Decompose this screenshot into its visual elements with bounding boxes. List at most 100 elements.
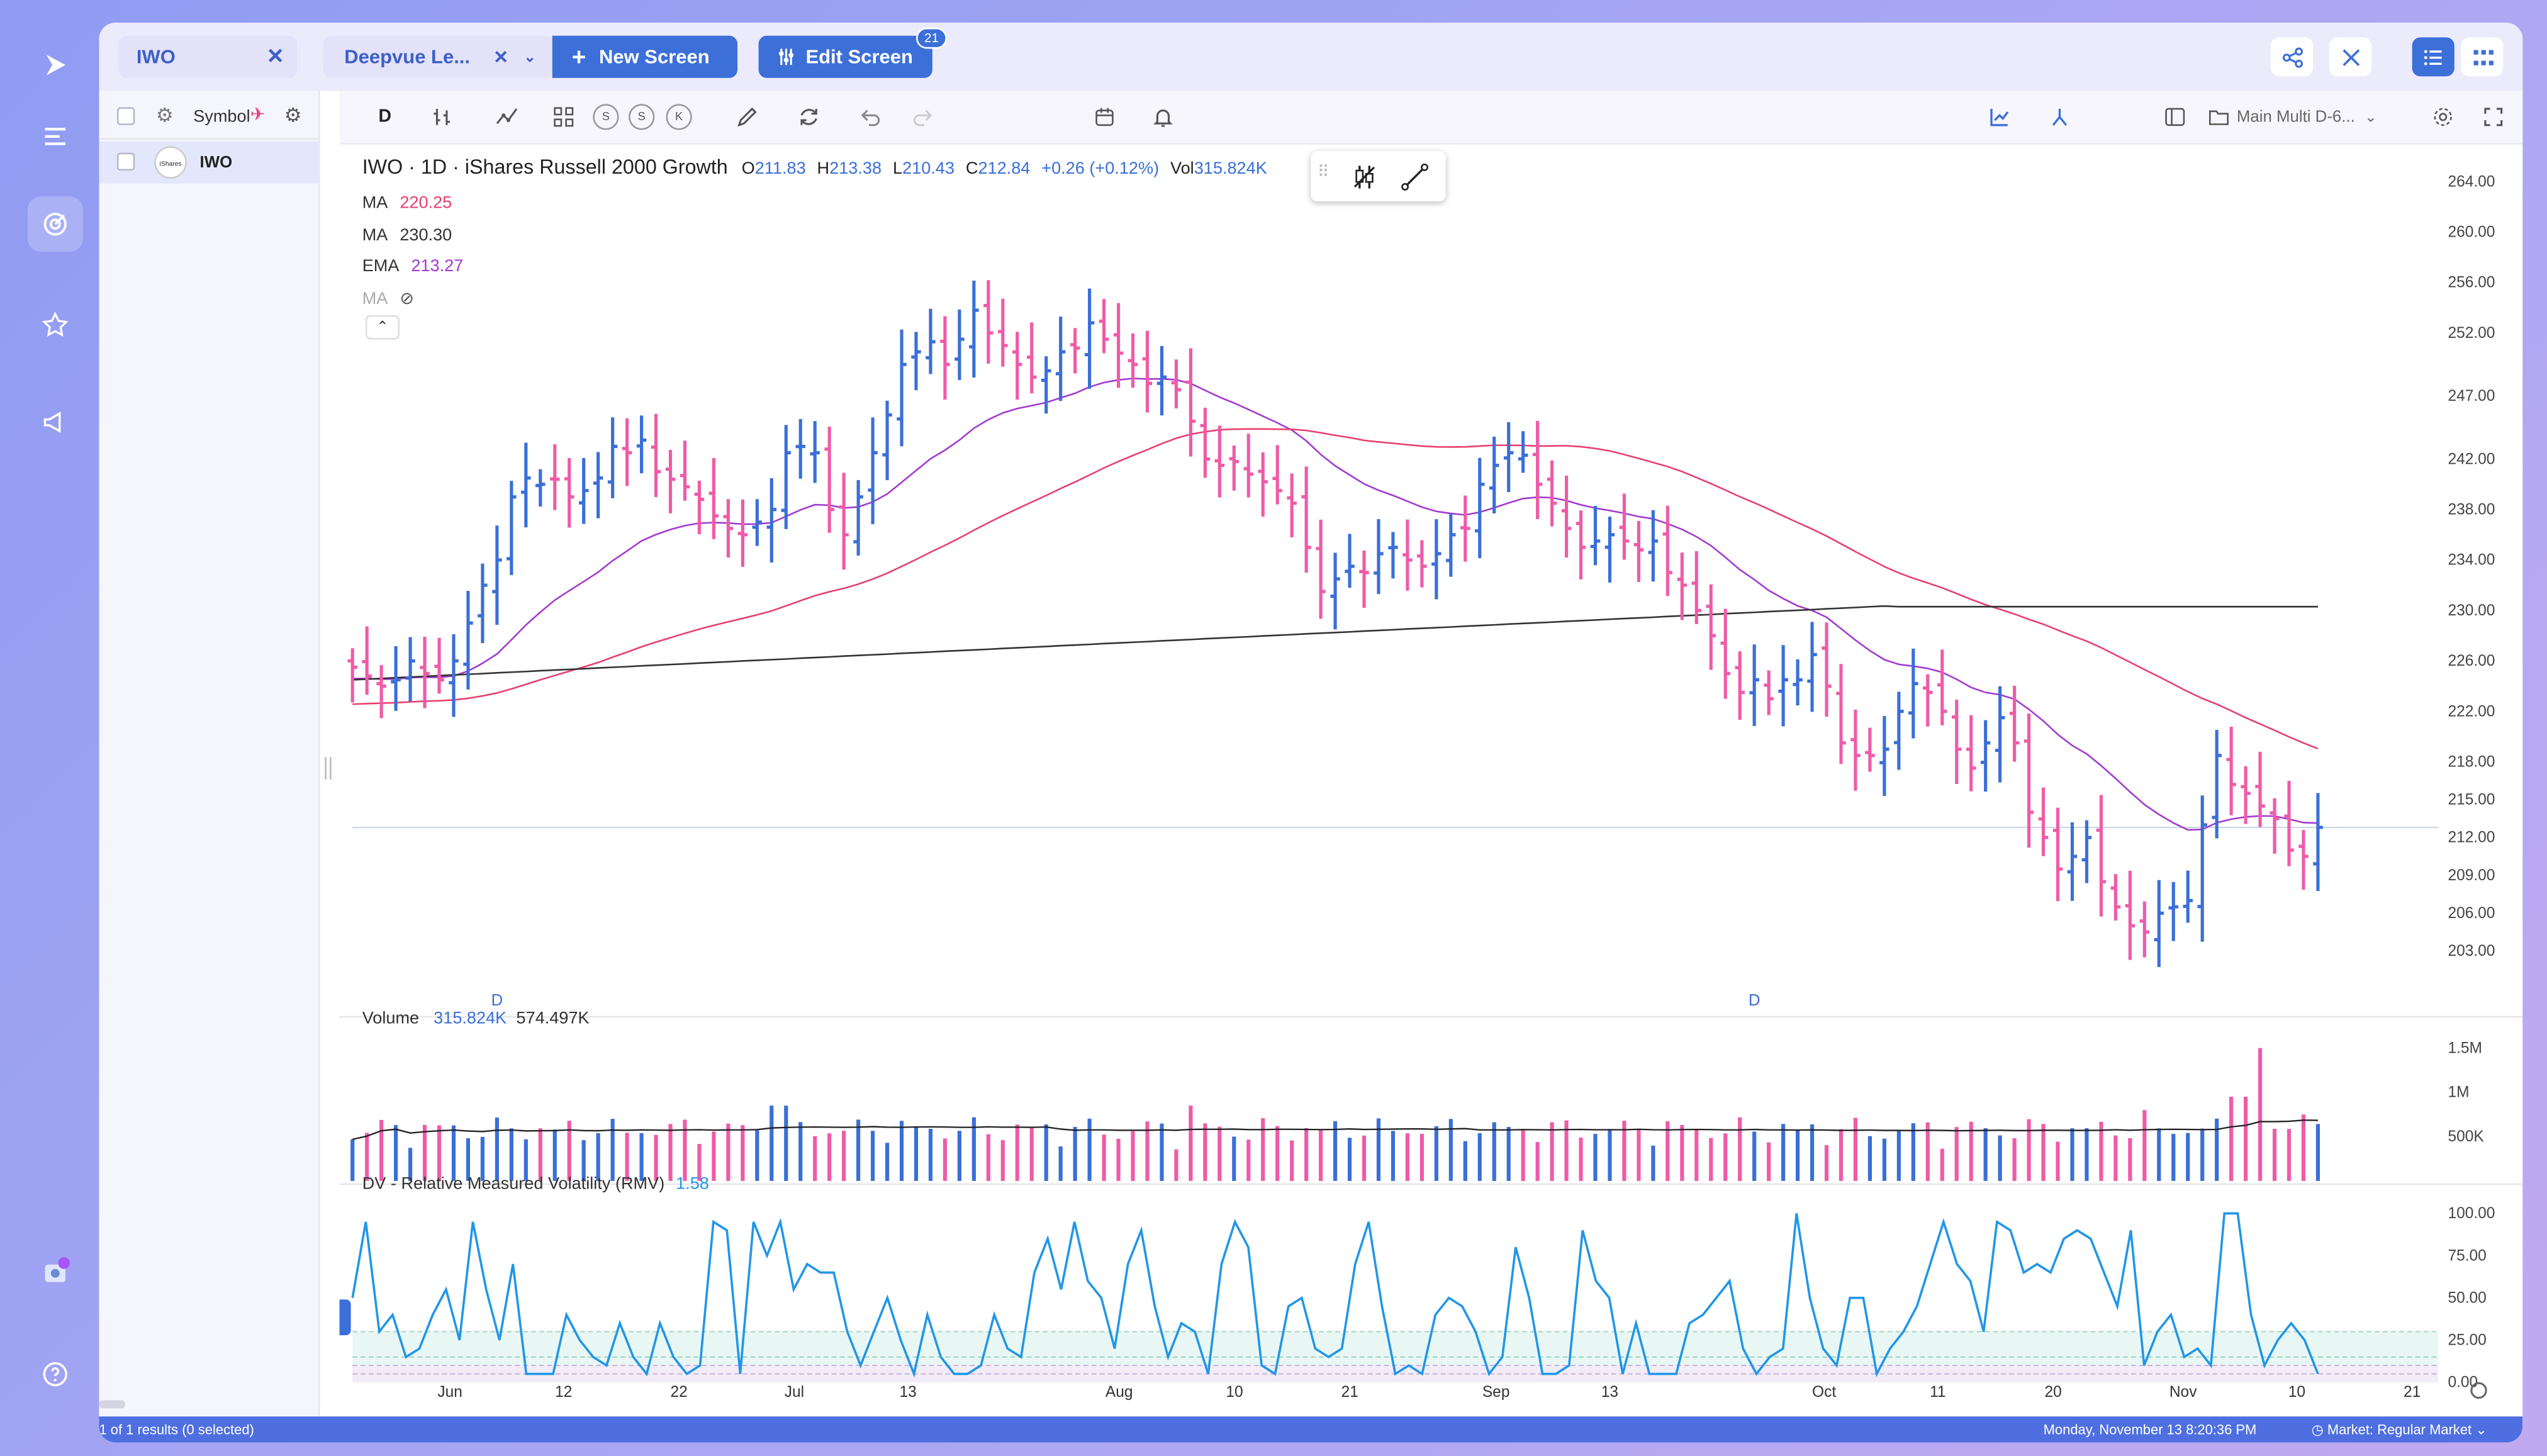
grid-view-button[interactable] [2461, 37, 2504, 77]
volume-bar [1131, 1131, 1135, 1181]
pane-handle[interactable] [339, 1299, 351, 1336]
volume-bar [1564, 1120, 1569, 1181]
symbol-column-header[interactable]: Symbol [193, 107, 250, 127]
k-button[interactable]: K [666, 104, 692, 130]
s-button-2[interactable]: S [629, 104, 655, 130]
new-screen-button[interactable]: + New Screen [552, 35, 738, 78]
ma3-legend[interactable]: MA ⊘ [362, 283, 464, 315]
chart-area[interactable]: 264.00 260.00 256.00 252.00 247.00 242.00 238.… [339, 145, 2523, 1416]
fullscreen-button[interactable] [2475, 101, 2511, 133]
price-bar [1374, 518, 1384, 595]
volume-bar [1637, 1129, 1641, 1181]
refresh-button[interactable] [791, 101, 827, 133]
volume-bar [1665, 1121, 1670, 1181]
price-bar [1272, 445, 1282, 505]
volume-bar [1391, 1131, 1396, 1181]
volume-average: 574.497K [516, 1009, 590, 1029]
close-icon[interactable]: ✕ [266, 43, 284, 69]
price-bar [752, 499, 763, 546]
price-axis-label: 247.00 [2448, 388, 2495, 405]
compare-button[interactable] [2042, 101, 2078, 133]
chart-title: IWO · 1D · iShares Russell 2000 Growth [362, 155, 728, 179]
price-bar [1619, 493, 1630, 560]
collapse-legend-button[interactable]: ⌃ [365, 315, 400, 340]
ma2-label: MA [362, 225, 387, 245]
volume-axis-label: 500K [2448, 1128, 2484, 1145]
select-all-checkbox[interactable] [116, 107, 135, 125]
price-bar [998, 298, 1008, 367]
avatar[interactable] [28, 1245, 83, 1300]
volume-bar [986, 1134, 990, 1181]
screen-tab[interactable]: Deepvue Le... ✕ ⌄ [323, 35, 552, 78]
price-bar [839, 473, 849, 570]
price-axis-label: 206.00 [2448, 905, 2495, 922]
eye-off-icon[interactable]: ⊘ [400, 288, 415, 308]
symbol-tab[interactable]: IWO ✕ [118, 35, 298, 78]
market-status-label: Market: Regular Market [2327, 1421, 2472, 1438]
draw-button[interactable] [729, 101, 765, 133]
redo-button[interactable] [905, 101, 941, 133]
chevron-down-icon[interactable]: ⌄ [523, 48, 536, 64]
volume-bar [1535, 1142, 1540, 1181]
indicators-button[interactable] [489, 101, 525, 133]
templates-button[interactable] [546, 101, 581, 133]
volume-bar [625, 1133, 629, 1181]
ema-legend[interactable]: EMA 213.27 [362, 252, 464, 283]
ma2-value: 230.30 [400, 225, 452, 245]
layout-select[interactable]: Main Multi D-6... ⌄ [2207, 101, 2402, 133]
chart-type-button[interactable] [1982, 101, 2018, 133]
column-settings-icon[interactable]: ⚙ [284, 104, 302, 127]
s-button-1[interactable]: S [593, 104, 619, 130]
price-bar [405, 637, 415, 702]
price-bar [1590, 506, 1601, 566]
time-axis-label: 10 [2288, 1384, 2305, 1401]
price-bar [781, 425, 792, 529]
share-button[interactable] [2271, 37, 2314, 77]
price-bar [737, 499, 748, 567]
x-share-button[interactable] [2329, 37, 2372, 77]
ema-line [352, 378, 2318, 831]
panel-resize-handle[interactable] [325, 757, 332, 780]
price-bar [2024, 714, 2034, 848]
volume-bar [2186, 1133, 2190, 1181]
close-icon[interactable]: ✕ [493, 48, 509, 68]
megaphone-icon[interactable] [28, 395, 83, 450]
row-checkbox[interactable] [116, 152, 135, 171]
list-view-button[interactable] [2412, 37, 2455, 77]
edit-screen-button[interactable]: Edit Screen [758, 35, 932, 78]
candle-tool-icon[interactable] [1350, 162, 1379, 191]
calendar-button[interactable] [1087, 101, 1122, 133]
refresh-icon [800, 108, 817, 125]
screener-icon[interactable] [27, 196, 83, 252]
logo-icon[interactable] [28, 37, 83, 92]
scrollbar[interactable] [99, 1400, 125, 1409]
alert-button[interactable] [1145, 101, 1181, 133]
drag-handle-icon[interactable]: ⠿ [1317, 164, 1329, 182]
volume-bar [1087, 1118, 1092, 1181]
undo-button[interactable] [853, 101, 888, 133]
menu-icon[interactable] [28, 109, 83, 164]
volume-bar [1203, 1123, 1207, 1181]
star-icon[interactable] [28, 297, 83, 352]
price-bar [1778, 645, 1788, 727]
chart-settings-button[interactable] [2425, 101, 2461, 133]
list-item[interactable]: iShares IWO [99, 141, 320, 184]
bar-type-button[interactable] [424, 101, 460, 133]
help-icon[interactable] [28, 1347, 83, 1402]
volume-bar [971, 1117, 976, 1181]
volume-bar [2157, 1128, 2161, 1181]
layout-button[interactable] [2157, 101, 2193, 133]
axis-settings-icon [2470, 1382, 2487, 1399]
price-bar [680, 440, 690, 501]
row-symbol: IWO [199, 154, 233, 172]
settings-icon[interactable]: ⚙ [155, 104, 174, 127]
price-bar [1258, 452, 1268, 517]
trendline-tool-icon[interactable] [1400, 162, 1429, 191]
interval-button[interactable]: D [378, 107, 392, 127]
sliders-icon [778, 48, 794, 65]
ma1-legend[interactable]: MA 220.25 [362, 188, 464, 220]
ma2-legend[interactable]: MA 230.30 [362, 220, 464, 252]
price-bar [1431, 519, 1441, 600]
market-status[interactable]: ◷ Market: Regular Market ⌄ [2311, 1421, 2487, 1438]
